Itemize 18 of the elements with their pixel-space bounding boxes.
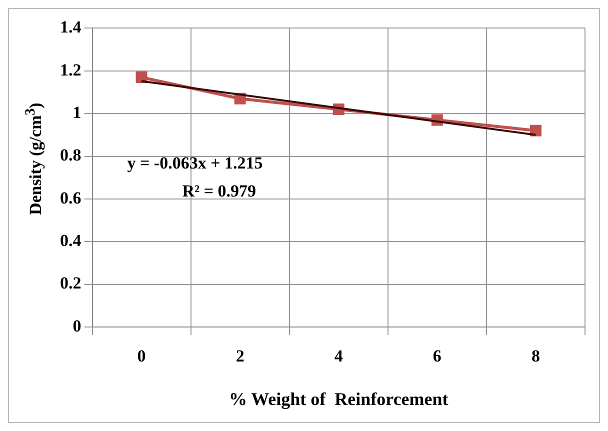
y-tick-label: 0.2 [60,274,82,293]
y-tick-label: 1.4 [60,18,82,37]
point [136,72,148,84]
x-tick-label: 4 [334,346,344,366]
annotation: y = -0.063x + 1.215 [127,153,263,172]
x-axis-title: % Weight of Reinforcement [228,388,448,409]
y-tick-label: 0.4 [60,231,82,250]
x-tick-label: 0 [137,346,146,366]
annotation: R² = 0.979 [182,181,256,200]
y-tick-label: 1.2 [60,60,82,80]
y-tick-label: 0.6 [60,188,82,208]
point [530,124,542,136]
x-tick-label: 6 [432,346,442,366]
x-tick-label: 2 [236,346,244,366]
y-tick-label: 1 [72,102,82,122]
y-tick-label: 0.8 [60,146,82,165]
y-tick-label: 0 [72,316,82,336]
x-tick-label: 8 [531,346,540,366]
